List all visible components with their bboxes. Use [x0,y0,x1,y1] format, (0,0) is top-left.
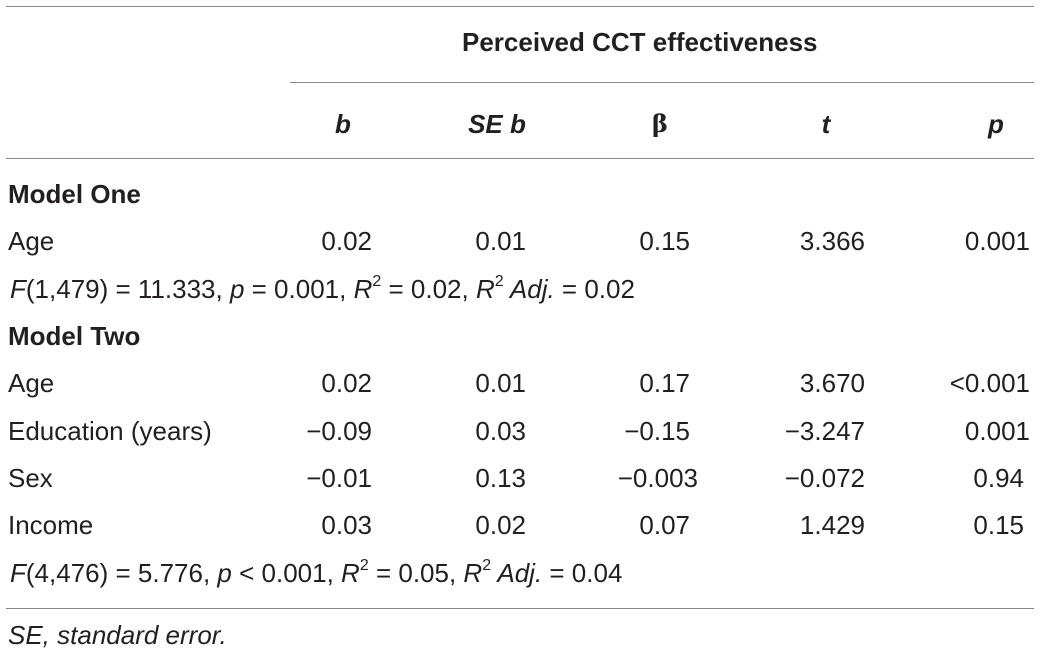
r2-adj-symbol: R [463,558,483,588]
p-symbol: p [217,558,232,588]
model-two-title: Model Two [8,321,141,351]
col-header-beta: β [652,109,668,138]
cell-p: <0.001 [949,368,1030,398]
group-header: Perceived CCT effectiveness [462,27,818,57]
p-value: < 0.001, [231,558,342,588]
f-symbol: F [10,274,26,304]
cell-beta: 0.17 [639,368,690,398]
cell-t: 1.429 [799,510,865,540]
row-label: Income [8,510,94,540]
model-one-stats: F(1,479) = 11.333, p = 0.001, R2 = 0.02,… [10,274,635,304]
model-one-title: Model One [8,179,141,209]
cell-se-b: 0.02 [475,510,526,540]
col-header-p: p [988,109,1004,139]
adj-label: Adj. [491,558,543,588]
r2-superscript: 2 [359,557,369,575]
row-label: Sex [8,463,53,493]
r2-superscript: 2 [372,273,382,291]
cell-p: 0.001 [964,416,1030,446]
cell-beta: 0.15 [639,226,690,256]
cell-t: −3.247 [784,416,865,446]
row-label: Age [8,368,55,398]
cell-beta: 0.07 [639,510,690,540]
adj-label: Adj. [503,274,555,304]
row-label: Age [8,226,55,256]
cell-p: 0.15 [973,510,1024,540]
p-symbol: p [229,274,245,304]
row-label: Education (years) [8,416,212,446]
cell-t: −0.072 [784,463,865,493]
cell-t: 3.366 [799,226,865,256]
f-value: (4,476) = 5.776, [25,558,218,588]
footnote: SE, standard error. [8,620,227,650]
r2-adj-superscript: 2 [482,557,492,575]
cell-se-b: 0.01 [475,368,526,398]
f-symbol: F [10,558,26,588]
cell-p: 0.94 [973,463,1024,493]
cell-se-b: 0.13 [475,463,526,493]
r2-value: = 0.05, [368,558,464,588]
r2-symbol: R [341,558,360,588]
cell-b: 0.02 [321,226,372,256]
p-value: = 0.001, [244,274,354,304]
r2-adj-value: = 0.02 [554,274,635,304]
f-value: (1,479) = 11.333, [25,274,230,304]
r2-adj-symbol: R [475,274,495,304]
cell-beta: −0.003 [617,463,698,493]
group-header-rule [290,82,1034,83]
table-bottom-rule [6,608,1034,609]
cell-beta: −0.15 [624,416,690,446]
r2-adj-superscript: 2 [494,273,504,291]
col-header-t: t [821,109,831,139]
r2-adj-value: = 0.04 [542,558,623,588]
cell-b: 0.02 [321,368,372,398]
top-rule [6,6,1034,7]
cell-t: 3.670 [799,368,865,398]
cell-se-b: 0.03 [475,416,526,446]
cell-b: 0.03 [321,510,372,540]
cell-se-b: 0.01 [475,226,526,256]
cell-p: 0.001 [964,226,1030,256]
header-bottom-rule [6,158,1034,159]
cell-b: −0.09 [306,416,372,446]
cell-b: −0.01 [306,463,372,493]
model-two-stats: F(4,476) = 5.776, p < 0.001, R2 = 0.05, … [10,558,622,588]
r2-value: = 0.02, [381,274,476,304]
r2-symbol: R [353,274,373,304]
col-header-se-b: SE b [468,109,526,139]
col-header-b: b [335,109,351,139]
